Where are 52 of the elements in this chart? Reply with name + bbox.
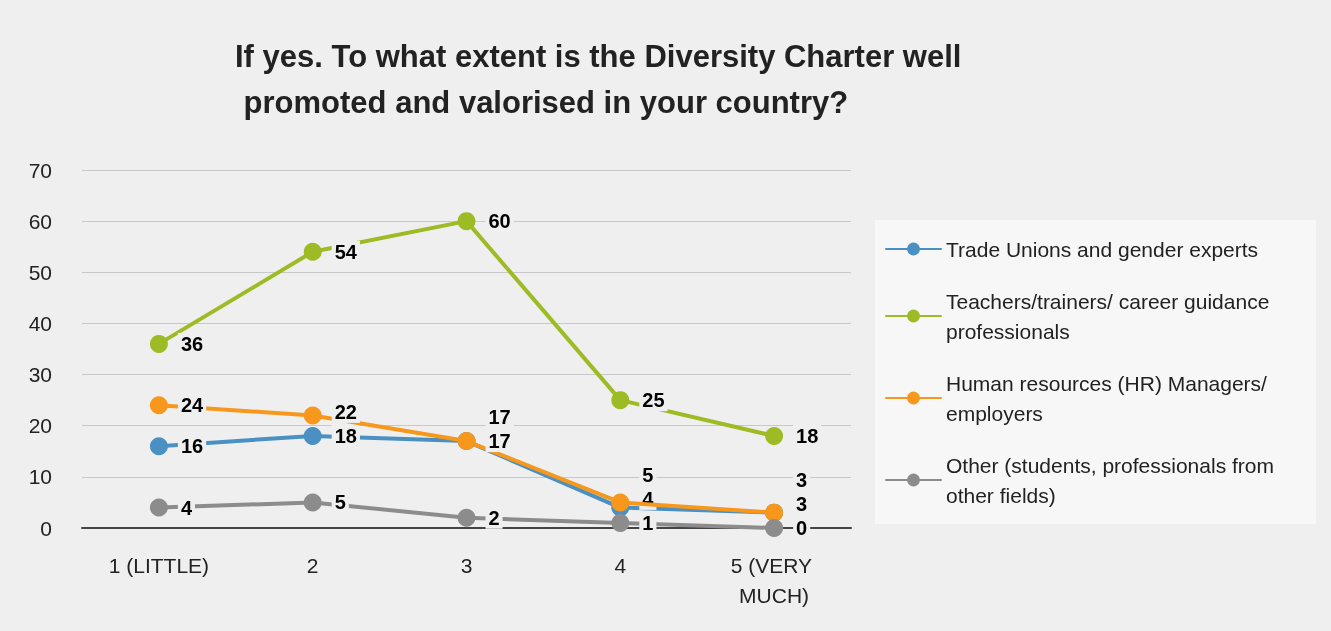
chart-title: If yes. To what extent is the Diversity Charter well promoted and valorised in your country? [235, 38, 962, 120]
x-tick-label: 5 (VERY MUCH) [730, 553, 818, 607]
point [303, 242, 322, 261]
legend-label: Trade Unions and gender experts [946, 237, 1259, 261]
data-label: 22 [334, 400, 357, 423]
y-tick-label: 40 [28, 311, 52, 335]
data-label: 18 [334, 424, 357, 447]
point [457, 212, 476, 231]
data-label: 1 [642, 511, 654, 534]
x-tick-label: 2 [306, 553, 319, 577]
point [149, 498, 168, 517]
y-tick-label: 70 [28, 158, 52, 182]
x-tick-label: 4 [614, 553, 627, 577]
legend-label: Other (students, professionals from other fields) [946, 453, 1280, 507]
point [303, 406, 322, 425]
data-label: 18 [796, 424, 819, 447]
data-label: 16 [180, 435, 204, 458]
point [765, 426, 784, 445]
data-label: 60 [488, 210, 511, 233]
y-tick-label: 20 [28, 414, 52, 438]
data-label: 4 [180, 496, 193, 519]
legend-label: Human resources (HR) Managers/ employers [946, 371, 1273, 425]
point [611, 493, 630, 512]
x-tick-label: 3 [460, 553, 473, 577]
data-label: 3 [796, 493, 808, 515]
point [303, 493, 322, 512]
data-label: 2 [488, 506, 500, 529]
y-tick-label: 10 [28, 465, 52, 489]
point [611, 391, 630, 410]
data-label: 25 [642, 389, 665, 412]
data-label: 17 [488, 430, 511, 453]
point [765, 519, 784, 537]
point [149, 334, 168, 353]
legend-label: Teachers/trainers/ career guidance professionals [946, 289, 1276, 343]
y-tick-label: 30 [28, 363, 52, 387]
y-tick-label: 50 [28, 260, 52, 284]
point [611, 513, 630, 532]
data-label: 0 [796, 517, 808, 539]
x-tick-label: 1 (LITTLE) [108, 553, 210, 577]
y-tick-label: 60 [28, 209, 52, 233]
point [149, 437, 168, 456]
data-label: 5 [334, 491, 346, 514]
point [149, 396, 168, 415]
point [457, 508, 476, 527]
data-label: 24 [180, 394, 205, 417]
data-label: 17 [488, 406, 511, 429]
data-label: 36 [180, 332, 204, 355]
point [303, 426, 322, 445]
data-label: 3 [796, 469, 808, 491]
data-label: 54 [334, 240, 358, 263]
data-label: 5 [642, 463, 654, 486]
y-tick-label: 0 [40, 516, 52, 540]
